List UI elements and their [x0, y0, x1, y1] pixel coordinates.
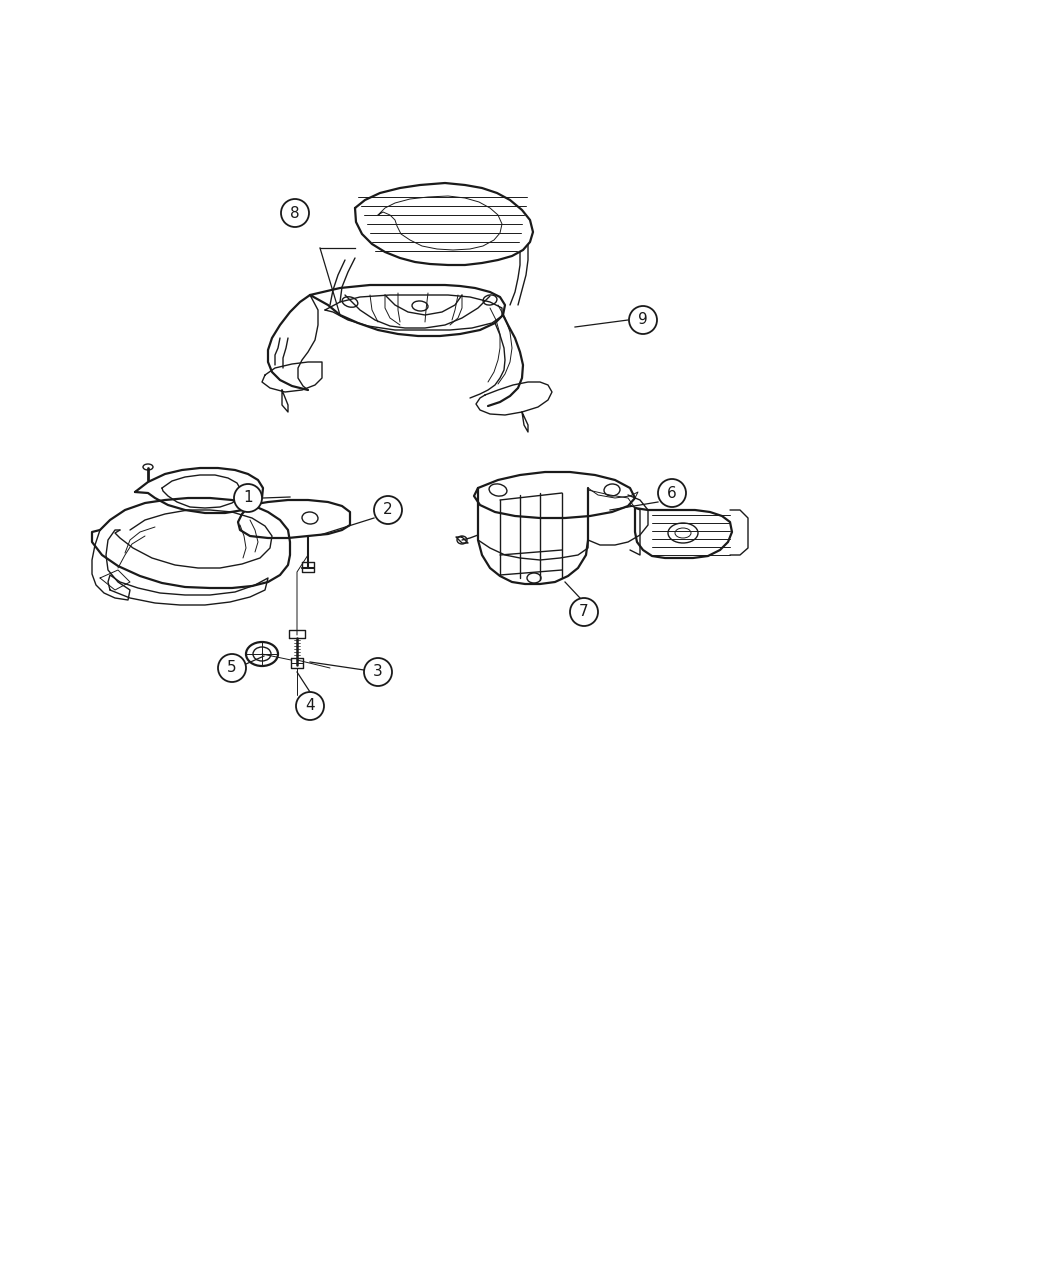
Text: 2: 2	[383, 502, 393, 518]
Circle shape	[658, 479, 686, 507]
Text: 7: 7	[580, 604, 589, 620]
Circle shape	[281, 199, 309, 227]
Text: 4: 4	[306, 699, 315, 714]
Circle shape	[364, 658, 392, 686]
Circle shape	[570, 598, 598, 626]
Text: 1: 1	[244, 491, 253, 505]
Text: 3: 3	[373, 664, 383, 680]
Circle shape	[218, 654, 246, 682]
Text: 5: 5	[227, 660, 237, 676]
Circle shape	[296, 692, 324, 720]
Circle shape	[629, 306, 657, 334]
Text: 9: 9	[638, 312, 648, 328]
Text: 8: 8	[290, 205, 300, 221]
Circle shape	[374, 496, 402, 524]
Text: 6: 6	[667, 486, 677, 501]
Circle shape	[234, 484, 262, 513]
